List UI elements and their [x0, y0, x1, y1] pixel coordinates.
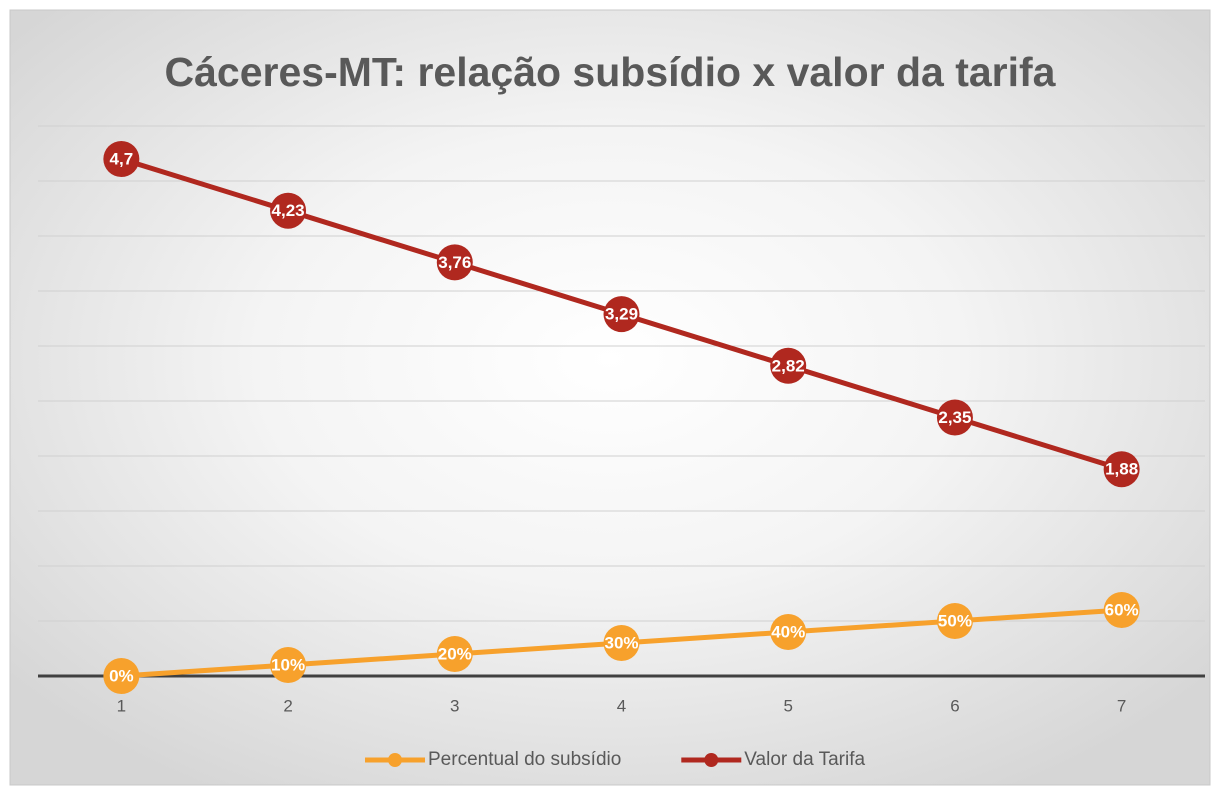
legend-marker: [704, 753, 719, 767]
x-tick-label: 3: [450, 696, 459, 715]
x-tick-label: 5: [783, 696, 792, 715]
data-label: 10%: [271, 655, 305, 674]
marker: [103, 658, 140, 694]
x-tick-label: 1: [117, 696, 126, 715]
data-label: 2,82: [772, 356, 805, 375]
marker: [103, 141, 140, 177]
data-label: 1,88: [1105, 460, 1138, 479]
marker: [603, 296, 640, 333]
data-label: 50%: [938, 611, 972, 630]
legend-label: Percentual do subsídio: [428, 749, 621, 770]
marker: [270, 192, 307, 229]
x-tick-label: 6: [950, 696, 959, 715]
data-label: 30%: [604, 633, 638, 652]
data-label: 3,76: [438, 253, 471, 272]
data-label: 40%: [771, 622, 805, 641]
data-label: 60%: [1105, 600, 1139, 619]
marker: [770, 347, 807, 384]
data-label: 4,7: [110, 149, 134, 168]
data-label: 0%: [109, 666, 134, 685]
data-label: 20%: [438, 644, 472, 663]
x-tick-label: 2: [283, 696, 292, 715]
marker: [1103, 451, 1140, 488]
x-tick-label: 4: [617, 696, 626, 715]
marker: [936, 603, 973, 639]
marker: [436, 636, 473, 672]
data-label: 2,35: [938, 408, 971, 427]
marker: [436, 244, 473, 281]
marker: [1103, 592, 1140, 628]
data-label: 4,23: [272, 201, 305, 220]
legend-label: Valor da Tarifa: [744, 749, 865, 770]
legend-marker: [388, 753, 402, 767]
x-tick-label: 7: [1117, 696, 1126, 715]
marker: [936, 399, 973, 436]
chart-title: Cáceres-MT: relação subsídio x valor da …: [165, 49, 1057, 95]
marker: [603, 625, 640, 661]
marker: [770, 614, 807, 650]
marker: [270, 647, 307, 683]
data-label: 3,29: [605, 305, 638, 324]
